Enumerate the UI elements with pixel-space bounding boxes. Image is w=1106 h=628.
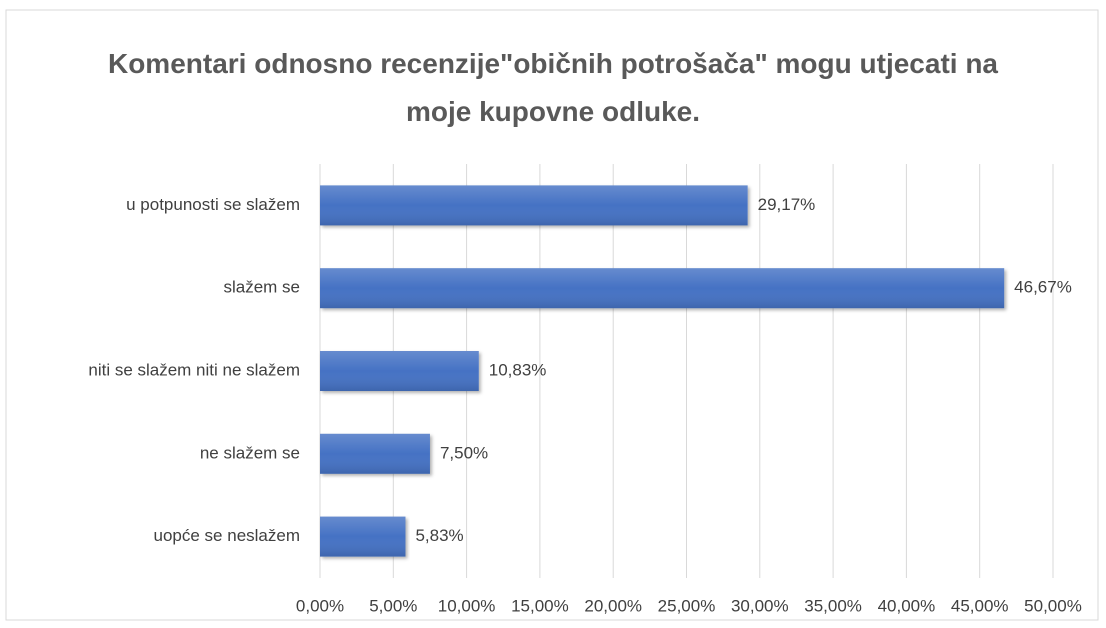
chart-title: Komentari odnosno recenzije"običnih potr… xyxy=(107,48,998,127)
data-label: 29,17% xyxy=(758,195,816,214)
x-tick-label: 15,00% xyxy=(511,596,569,615)
x-tick-label: 30,00% xyxy=(731,596,789,615)
bar-shade xyxy=(320,433,430,474)
bar-shade xyxy=(320,268,1005,309)
data-label: 46,67% xyxy=(1014,278,1072,297)
data-label: 5,83% xyxy=(415,526,463,545)
y-tick-label: u potpunosti se slažem xyxy=(126,195,300,214)
x-tick-label: 10,00% xyxy=(438,596,496,615)
y-tick-label: niti se slažem niti ne slažem xyxy=(88,360,300,379)
x-tick-label: 20,00% xyxy=(584,596,642,615)
x-tick-label: 40,00% xyxy=(878,596,936,615)
x-tick-label: 45,00% xyxy=(951,596,1009,615)
bar-shade xyxy=(320,351,479,391)
data-label: 10,83% xyxy=(489,360,547,379)
data-label: 7,50% xyxy=(440,443,488,462)
x-tick-label: 0,00% xyxy=(296,596,344,615)
bar-shade xyxy=(320,185,748,226)
y-tick-label: slažem se xyxy=(223,278,300,297)
x-tick-label: 35,00% xyxy=(804,596,862,615)
x-tick-label: 25,00% xyxy=(658,596,716,615)
x-tick-label: 50,00% xyxy=(1024,596,1082,615)
bar-shade xyxy=(320,516,406,557)
y-tick-label: uopće se neslažem xyxy=(154,526,300,545)
y-tick-label: ne slažem se xyxy=(200,443,300,462)
chart-border xyxy=(5,9,1099,621)
x-tick-label: 5,00% xyxy=(369,596,417,615)
